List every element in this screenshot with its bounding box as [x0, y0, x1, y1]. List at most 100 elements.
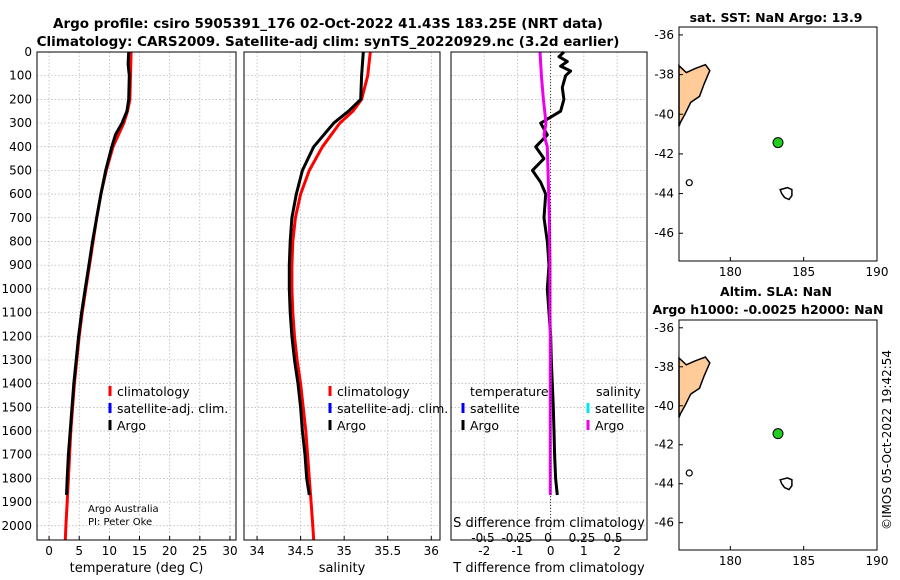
map-lon-label: 185: [792, 554, 815, 568]
series-argo: [65, 51, 131, 496]
map-frame: [678, 319, 878, 551]
map-lat-label: -42: [654, 147, 674, 161]
map-title: sat. SST: NaN Argo: 13.9: [690, 10, 863, 25]
legend-title-temperature: temperature: [470, 384, 549, 399]
map-lat-label: -44: [654, 187, 674, 201]
map-lon-label: 190: [866, 554, 889, 568]
map-subtitle: Argo h1000: -0.0025 h2000: NaN: [653, 302, 884, 317]
map-lon-label: 180: [719, 554, 742, 568]
x-tick-label: 35: [337, 544, 352, 558]
y-tick-label: 800: [9, 235, 32, 249]
map-lat-label: -40: [654, 399, 674, 413]
map-lat-label: -44: [654, 477, 674, 491]
legend-label: climatology: [337, 384, 410, 399]
y-tick-label: 200: [9, 92, 32, 106]
plot-frame: [450, 51, 648, 541]
x-tick-label: 5: [75, 544, 83, 558]
map-lat-label: -40: [654, 107, 674, 121]
argo-float-marker: [772, 428, 784, 440]
legend-title-salinity: salinity: [596, 384, 641, 399]
map-lat-label: -46: [654, 516, 674, 530]
y-tick-label: 1300: [1, 353, 32, 367]
top-tick-label: -0.25: [501, 531, 532, 545]
map-frame: [678, 26, 878, 262]
x-tick-label: 36: [424, 544, 439, 558]
y-tick-label: 500: [9, 163, 32, 177]
x-tick-label: 25: [192, 544, 207, 558]
series-t-argo: [530, 50, 573, 496]
map-lat-label: -36: [654, 28, 674, 42]
map-lat-label: -42: [654, 438, 674, 452]
x-tick-label: 20: [162, 544, 177, 558]
title-line-2: Climatology: CARS2009. Satellite-adj cli…: [37, 34, 620, 50]
temperature-panel: 0100200300400500600700800900100011001200…: [1, 45, 237, 576]
x-tick-label: 1: [580, 544, 588, 558]
plot-frame: [36, 51, 237, 541]
y-tick-label: 1700: [1, 448, 32, 462]
y-tick-label: 100: [9, 69, 32, 83]
x-tick-label: 15: [132, 544, 147, 558]
chatham-islands: [779, 477, 793, 491]
top-tick-label: -0.5: [471, 531, 494, 545]
x-tick-label: 35.5: [374, 544, 401, 558]
y-tick-label: 600: [9, 187, 32, 201]
y-tick-label: 1000: [1, 282, 32, 296]
annotation-text: PI: Peter Oke: [88, 517, 152, 528]
y-tick-label: 2000: [1, 519, 32, 533]
top-tick-label: 0.5: [603, 531, 622, 545]
map-lat-label: -38: [654, 360, 674, 374]
y-tick-label: 0: [24, 45, 32, 59]
map-lat-label: -46: [654, 226, 674, 240]
y-tick-label: 1400: [1, 377, 32, 391]
plot-area: [244, 52, 440, 540]
y-tick-label: 1900: [1, 495, 32, 509]
legend-label: Argo: [117, 418, 146, 433]
islet: [685, 469, 693, 477]
x-tick-label: 10: [102, 544, 117, 558]
x-tick-label: 0: [547, 544, 555, 558]
legend-label: Argo: [595, 418, 624, 433]
map-lon-label: 185: [792, 265, 815, 279]
difference-panel: -2 -1 0 1 2 T difference from climatology temp…: [450, 50, 648, 576]
y-tick-label: 1100: [1, 306, 32, 320]
y-tick-label: 1800: [1, 471, 32, 485]
legend-label: satellite-adj. clim.: [337, 401, 448, 416]
north-island-landmass: [678, 63, 711, 127]
y-tick-label: 300: [9, 116, 32, 130]
north-island-landmass: [678, 356, 711, 418]
x-tick-label: -1: [511, 544, 523, 558]
series-s-argo: [538, 51, 552, 495]
map-lat-label: -38: [654, 68, 674, 82]
x-tick-label: -2: [478, 544, 490, 558]
legend-label: satellite: [595, 401, 645, 416]
legend-label: Argo: [337, 418, 366, 433]
y-tick-label: 900: [9, 258, 32, 272]
x-axis-label: salinity: [319, 561, 366, 576]
top-axis-label: S difference from climatology: [453, 516, 645, 531]
top-tick-label: 0: [544, 531, 552, 545]
x-tick-label: 0: [45, 544, 53, 558]
legend-label: climatology: [117, 384, 190, 399]
chatham-islands: [779, 186, 793, 201]
argo-float-marker: [772, 137, 784, 149]
series-climatology: [290, 51, 372, 541]
y-tick-label: 1200: [1, 329, 32, 343]
y-tick-label: 1600: [1, 424, 32, 438]
plot-frame: [243, 51, 441, 541]
map-lon-label: 180: [719, 265, 742, 279]
top-tick-label: 0.25: [569, 531, 596, 545]
map-lat-label: -36: [654, 321, 674, 335]
salinity-panel: 34 34.5 35 35.5 36 salinity climatology satelli…: [243, 51, 448, 576]
x-tick-label: 30: [222, 544, 237, 558]
legend-label: satellite-adj. clim.: [117, 401, 228, 416]
legend-label: satellite: [470, 401, 520, 416]
y-tick-label: 700: [9, 211, 32, 225]
series-argo: [287, 51, 365, 496]
sla-map-panel: -36 -38 -40 -42 -44 -46 180 185 190 Altim. SLA: N…: [653, 284, 889, 568]
title-line-1: Argo profile: csiro 5905391_176 02-Oct-2…: [53, 16, 603, 32]
x-tick-label: 34.5: [287, 544, 314, 558]
map-lon-label: 190: [866, 265, 889, 279]
annotation-text: Argo Australia: [88, 504, 159, 515]
imos-credit: ©IMOS 05-Oct-2022 19:42:54: [880, 350, 894, 530]
